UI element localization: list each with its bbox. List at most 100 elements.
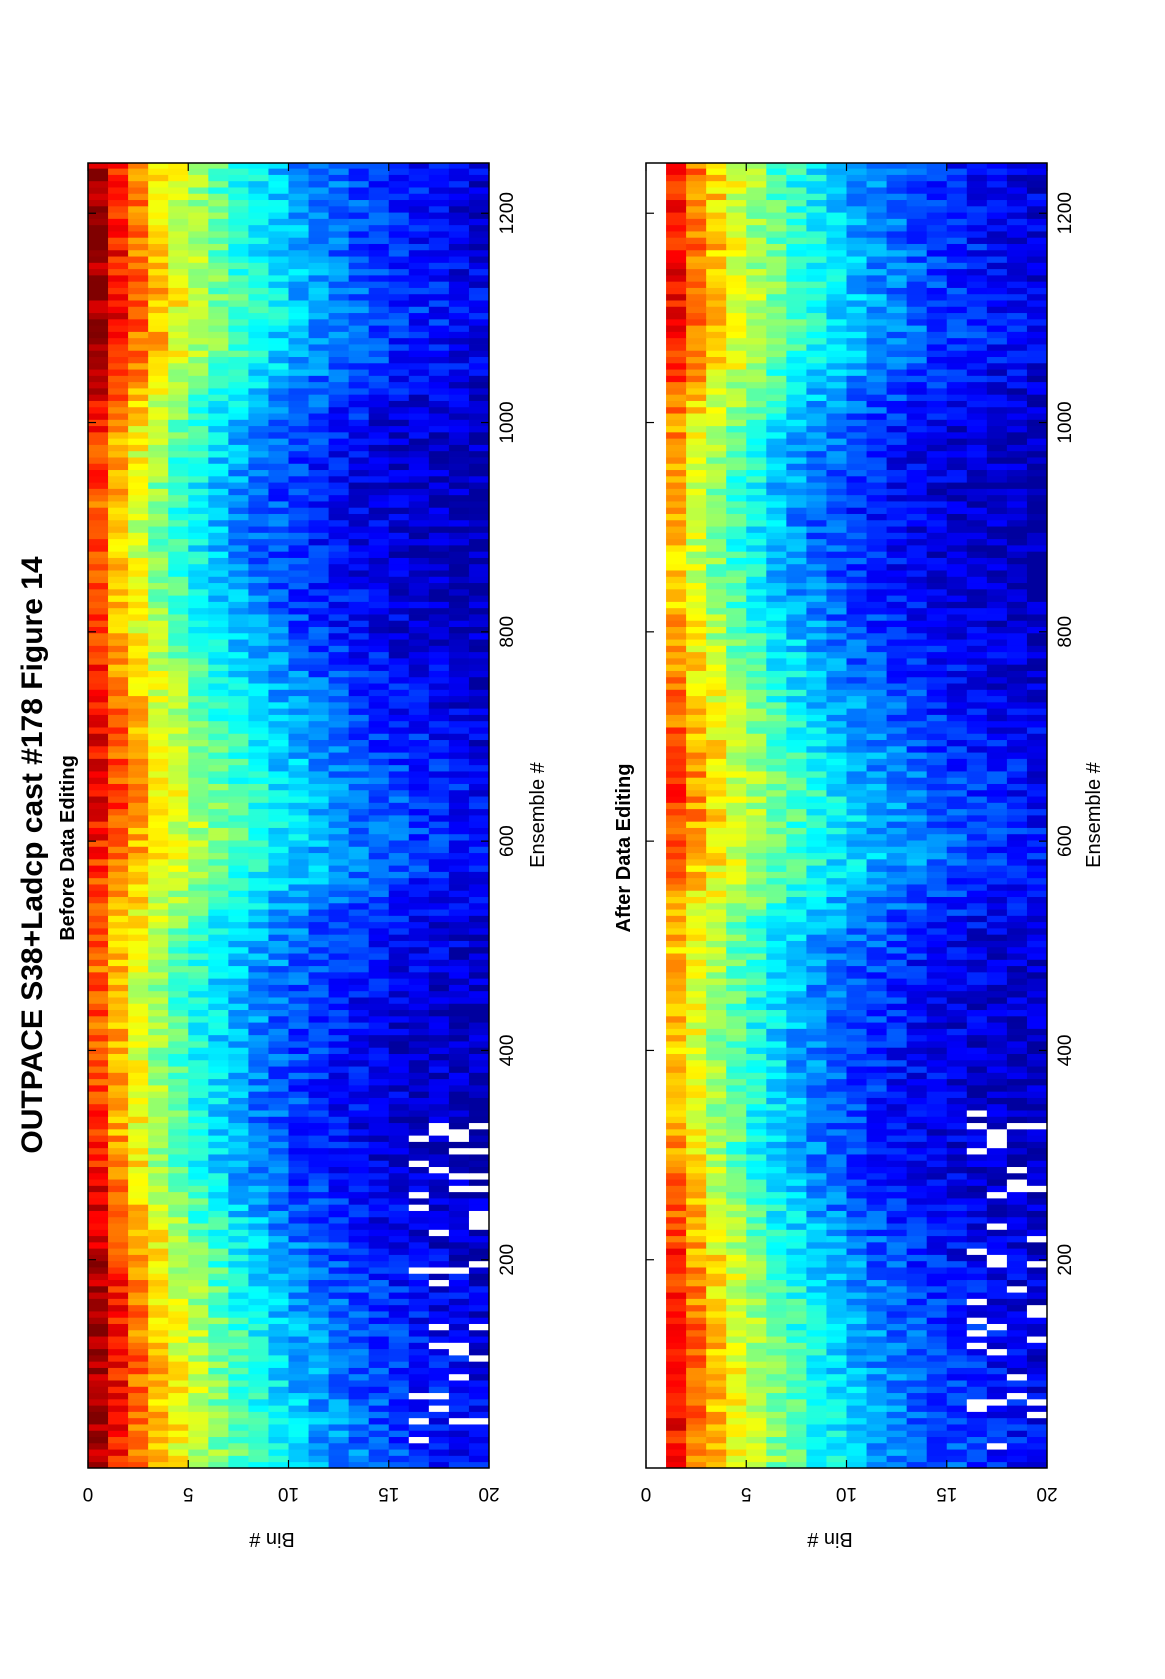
heat-cell: [946, 1216, 968, 1224]
heat-cell: [786, 1304, 807, 1312]
heat-cell: [428, 971, 450, 979]
heat-cell: [826, 1380, 847, 1387]
heat-cell: [288, 1128, 309, 1136]
heat-cell: [686, 1204, 707, 1211]
heat-cell: [408, 1336, 430, 1343]
heat-cell: [108, 1285, 129, 1293]
heat-cell: [268, 300, 289, 307]
heat-cell: [368, 344, 390, 351]
heat-cell: [368, 306, 390, 314]
heat-cell: [168, 783, 189, 791]
heat-cell: [448, 1449, 470, 1456]
heat-cell: [208, 595, 229, 602]
heat-cell: [108, 833, 129, 841]
heat-cell: [468, 946, 490, 954]
heat-cell: [368, 1304, 390, 1312]
heat-cell: [248, 720, 269, 728]
heat-cell: [368, 934, 390, 941]
heat-cell: [786, 1354, 807, 1362]
heat-cell: [348, 582, 370, 590]
heat-cell: [348, 268, 370, 276]
heat-cell: [886, 1248, 908, 1255]
heat-cell: [348, 262, 370, 270]
heat-cell: [248, 1072, 269, 1080]
heat-cell: [308, 469, 329, 477]
heat-cell: [408, 501, 430, 508]
heat-cell: [328, 802, 350, 810]
heat-cell: [208, 507, 229, 514]
heat-cell: [448, 1204, 470, 1211]
heat-cell: [368, 293, 390, 301]
heat-cell: [428, 720, 450, 728]
heat-cell: [88, 494, 109, 502]
heat-cell: [228, 1436, 249, 1444]
heat-cell: [268, 513, 289, 521]
heat-cell: [168, 544, 189, 552]
heat-cell: [248, 1411, 269, 1419]
heat-cell: [288, 1154, 309, 1161]
heat-cell: [88, 463, 109, 471]
heat-cell: [408, 1110, 430, 1117]
heat-cell: [268, 651, 289, 659]
heat-cell: [168, 1223, 189, 1230]
heat-cell: [208, 1323, 229, 1331]
heat-cell: [208, 1216, 229, 1224]
heat-cell: [766, 1405, 787, 1412]
heat-cell: [746, 1267, 767, 1274]
heat-cell: [328, 1304, 350, 1312]
heat-cell: [148, 928, 169, 935]
heat-cell: [348, 865, 370, 872]
heat-cell: [148, 199, 169, 207]
heat-cell: [228, 187, 249, 194]
heat-cell: [448, 758, 470, 766]
heat-cell: [268, 218, 289, 226]
heat-cell: [308, 1172, 329, 1180]
heat-cell: [208, 821, 229, 828]
heat-cell: [308, 965, 329, 973]
heat-cell: [666, 1304, 687, 1312]
heat-cell: [448, 1015, 470, 1023]
heat-cell: [108, 1292, 129, 1299]
heat-cell: [168, 1141, 189, 1149]
heat-cell: [108, 1411, 129, 1419]
heat-cell: [208, 796, 229, 803]
heat-cell: [108, 689, 129, 697]
heat-cell: [348, 513, 370, 521]
heat-cell: [986, 1260, 1008, 1268]
heat-cell: [428, 1009, 450, 1017]
heat-cell: [88, 168, 109, 175]
heat-cell: [408, 595, 430, 602]
heat-cell: [428, 431, 450, 439]
heat-cell: [328, 1342, 350, 1350]
heat-cell: [666, 1311, 687, 1318]
heat-cell: [88, 469, 109, 477]
heat-cell: [348, 802, 370, 810]
heat-cell: [468, 852, 490, 860]
heat-cell: [248, 519, 269, 527]
heat-cell: [726, 1304, 747, 1312]
heat-cell: [208, 180, 229, 188]
heat-cell: [228, 1380, 249, 1387]
heat-cell: [328, 1084, 350, 1092]
heat-cell: [208, 187, 229, 194]
heat-cell: [108, 1386, 129, 1394]
heat-cell: [986, 1235, 1008, 1243]
heat-cell: [168, 1154, 189, 1161]
heat-cell: [168, 915, 189, 923]
heat-cell: [188, 1241, 209, 1249]
heat-cell: [128, 745, 149, 753]
heat-cell: [328, 670, 350, 678]
heat-cell: [248, 274, 269, 282]
heat-cell: [468, 218, 490, 226]
heat-cell: [88, 683, 109, 690]
heat-cell: [408, 231, 430, 238]
heat-cell: [108, 1172, 129, 1180]
heat-cell: [188, 1285, 209, 1293]
heat-cell: [428, 1392, 450, 1400]
heat-cell: [408, 557, 430, 565]
heat-cell: [368, 664, 390, 671]
heat-cell: [428, 1084, 450, 1092]
heat-cell: [228, 1311, 249, 1318]
heat-cell: [686, 1323, 707, 1331]
heat-cell: [428, 312, 450, 320]
